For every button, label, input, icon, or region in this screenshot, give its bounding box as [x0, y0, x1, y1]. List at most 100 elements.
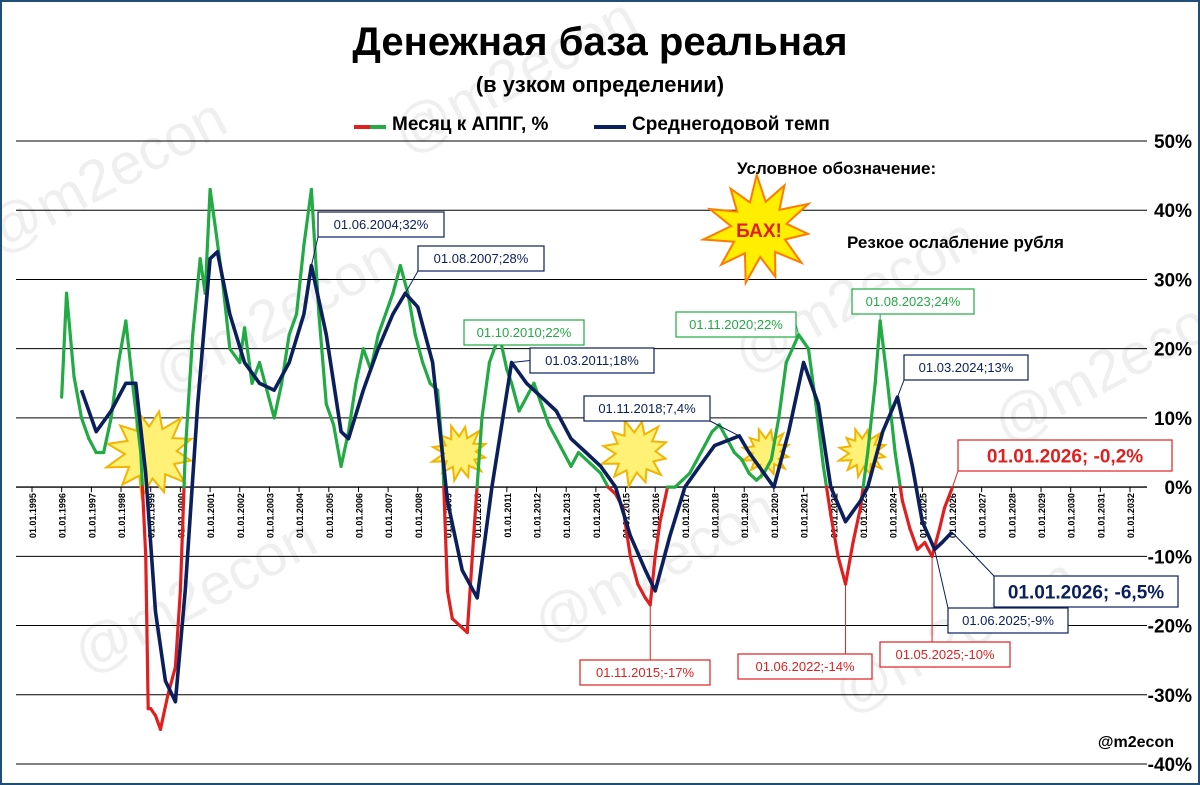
- legend-swatch-month: [354, 125, 386, 129]
- series-month-segment: [242, 326, 254, 385]
- series-month-segment: [797, 333, 811, 351]
- callout-leader: [951, 470, 959, 489]
- series-month-segment: [673, 478, 684, 489]
- callout-label: 01.06.2004;32%: [334, 217, 429, 232]
- x-tick-label: 01.01.2012: [532, 493, 542, 538]
- series-month-segment: [287, 312, 299, 337]
- callout-label: 01.11.2020;22%: [689, 317, 783, 332]
- series-month-segment: [836, 554, 848, 586]
- series-month-segment: [445, 589, 454, 621]
- legend-note-heading: Условное обозначение:: [737, 159, 937, 178]
- x-tick-label: 01.01.2026: [948, 493, 958, 538]
- x-tick-label: 01.01.2024: [889, 493, 899, 538]
- series-month-segment: [182, 450, 187, 489]
- y-tick-label: 20%: [1154, 340, 1192, 361]
- series-month-segment: [317, 312, 328, 406]
- series-month-segment: [354, 347, 365, 385]
- series-month-segment: [539, 402, 551, 427]
- series-month-segment: [576, 450, 588, 462]
- x-tick-label: 01.01.2008: [414, 493, 424, 538]
- callout-box: [851, 288, 975, 315]
- series-month-segment: [829, 513, 840, 558]
- series-month-segment: [695, 443, 707, 462]
- series-month-segment: [140, 485, 148, 558]
- callout-label: 01.01.2026; -0,2%: [987, 446, 1143, 467]
- ruble-weakening-burst: [599, 417, 669, 490]
- callout-box: [879, 641, 1011, 668]
- series-month-segment: [703, 430, 714, 448]
- series-month-segment: [717, 423, 729, 441]
- ruble-weakening-burst: [103, 406, 195, 501]
- series-month-segment: [421, 360, 432, 385]
- series-month-segment: [524, 381, 536, 399]
- series-month-segment: [908, 527, 919, 552]
- callout-box: [529, 347, 655, 374]
- series-month-segment: [886, 381, 897, 455]
- callout-box: [417, 245, 545, 272]
- series-month-segment: [376, 312, 388, 337]
- series-month-segment: [178, 485, 186, 593]
- callout-label: 01.06.2022;-14%: [755, 659, 854, 674]
- legend-label-average: Среднегодовой темп: [632, 114, 830, 135]
- x-tick-label: 01.01.2009: [444, 493, 454, 538]
- series-month-segment: [851, 506, 863, 545]
- series-month-segment: [898, 485, 905, 503]
- x-tick-label: 01.01.2006: [354, 493, 364, 538]
- series-month-segment: [139, 450, 145, 489]
- x-tick-label: 01.01.2027: [978, 493, 988, 538]
- series-month-segment: [562, 450, 573, 468]
- series-month-segment: [636, 582, 647, 600]
- series-month-segment: [937, 506, 947, 531]
- series-month-segment: [599, 471, 610, 489]
- series-month-segment: [942, 486, 954, 510]
- series-month-segment: [272, 381, 284, 420]
- x-tick-label: 01.01.2028: [1007, 493, 1017, 538]
- x-tick-label: 01.01.1996: [58, 493, 68, 538]
- callout-label: 01.08.2023;24%: [866, 294, 961, 309]
- series-month-segment: [893, 450, 902, 489]
- series-month-segment: [784, 333, 801, 365]
- series-month-segment: [688, 457, 699, 475]
- x-tick-label: 01.01.2003: [265, 493, 275, 538]
- x-tick-label: 01.01.2022: [829, 493, 839, 538]
- y-tick-label: -40%: [1148, 755, 1192, 776]
- callout-label: 01.08.2007;28%: [434, 251, 529, 266]
- callout-leader: [896, 379, 905, 398]
- x-tick-label: 01.01.1999: [147, 493, 157, 538]
- series-month-segment: [398, 264, 410, 295]
- bang-burst-icon: [699, 171, 812, 287]
- callout-label: 01.10.2010;22%: [477, 325, 572, 340]
- series-month-segment: [821, 464, 829, 489]
- series-month-segment: [843, 540, 855, 586]
- y-tick-label: 10%: [1154, 409, 1192, 430]
- series-month-segment: [762, 457, 773, 475]
- series-month-segment: [480, 360, 492, 420]
- series-month-segment: [346, 381, 358, 434]
- series-month-segment: [648, 554, 657, 607]
- y-tick-label: 30%: [1154, 270, 1192, 291]
- x-tick-label: 01.01.2014: [592, 493, 602, 538]
- series-month-segment: [60, 291, 69, 399]
- x-tick-label: 01.01.2013: [562, 493, 572, 538]
- series-month-segment: [710, 423, 721, 434]
- callout-box: [463, 319, 585, 346]
- x-tick-label: 01.01.1997: [87, 493, 97, 538]
- bang-burst-label: БАХ!: [736, 221, 782, 242]
- series-month-segment: [569, 450, 581, 468]
- callout-box: [957, 439, 1173, 472]
- series-month-segment: [208, 187, 217, 226]
- callout-label: 01.11.2018;7,4%: [598, 401, 696, 416]
- y-tick-label: 40%: [1154, 201, 1192, 222]
- callout-leader: [951, 531, 995, 577]
- callout-leader: [934, 549, 949, 609]
- series-month-segment: [510, 381, 521, 413]
- series-month-segment: [158, 693, 170, 731]
- legend-swatch-average: [594, 125, 626, 129]
- series-month-segment: [866, 381, 877, 455]
- series-month-segment: [191, 257, 202, 337]
- callout-leader: [511, 360, 531, 364]
- callout-box: [737, 653, 873, 680]
- x-tick-label: 01.01.2030: [1067, 493, 1077, 538]
- series-average-line: [79, 250, 954, 704]
